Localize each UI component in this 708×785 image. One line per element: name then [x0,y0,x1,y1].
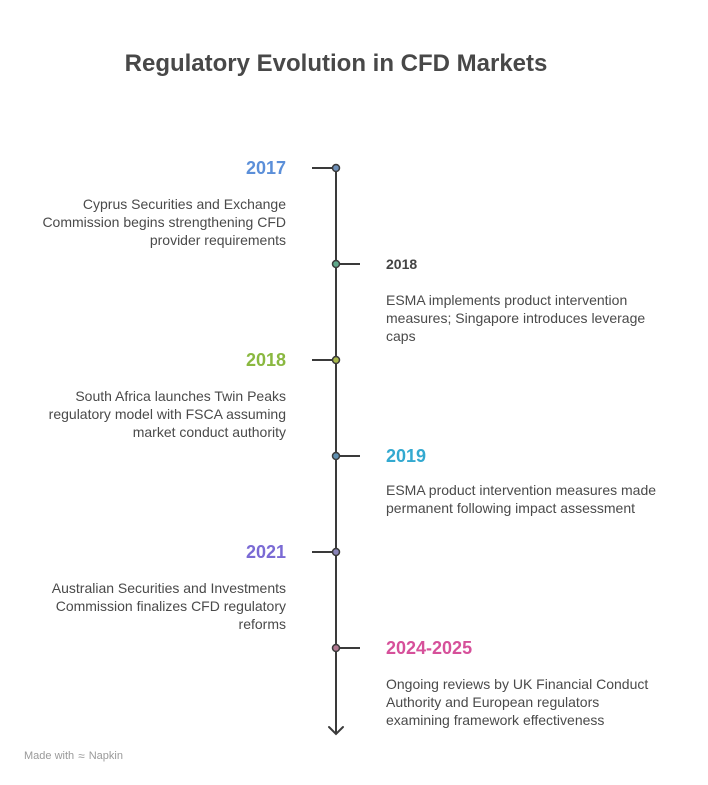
event-3-description: ESMA product intervention measures made … [386,482,657,516]
event-0-year: 2017 [245,158,286,178]
event-5-marker [331,643,341,653]
timeline-arrowhead [328,726,344,736]
event-5-year: 2024-2025 [386,638,473,658]
event-1-marker [331,259,341,269]
napkin-brand-label: Napkin [88,750,123,762]
diagram-title: Regulatory Evolution in CFD Markets [124,50,548,77]
napkin-logo-icon: ≈ [78,749,85,763]
made-with-label: Made with [24,750,75,762]
event-2-year: 2018 [245,350,286,370]
event-4-year: 2021 [245,542,286,562]
event-5-description: Ongoing reviews by UK Financial Conduct … [386,676,649,728]
event-0-marker [331,163,341,173]
event-1-description: ESMA implements product intervention mea… [386,292,646,344]
event-4-marker [331,547,341,557]
event-3-marker [331,451,341,461]
event-3-year: 2019 [386,446,427,466]
event-2-marker [331,355,341,365]
event-2-description: South Africa launches Twin Peaks regulat… [48,388,286,440]
napkin-footer: Made with ≈ Napkin [24,749,123,763]
event-1-year: 2018 [386,256,418,272]
event-0-description: Cyprus Securities and Exchange Commissio… [42,196,286,248]
event-4-description: Australian Securities and Investments Co… [51,580,286,632]
